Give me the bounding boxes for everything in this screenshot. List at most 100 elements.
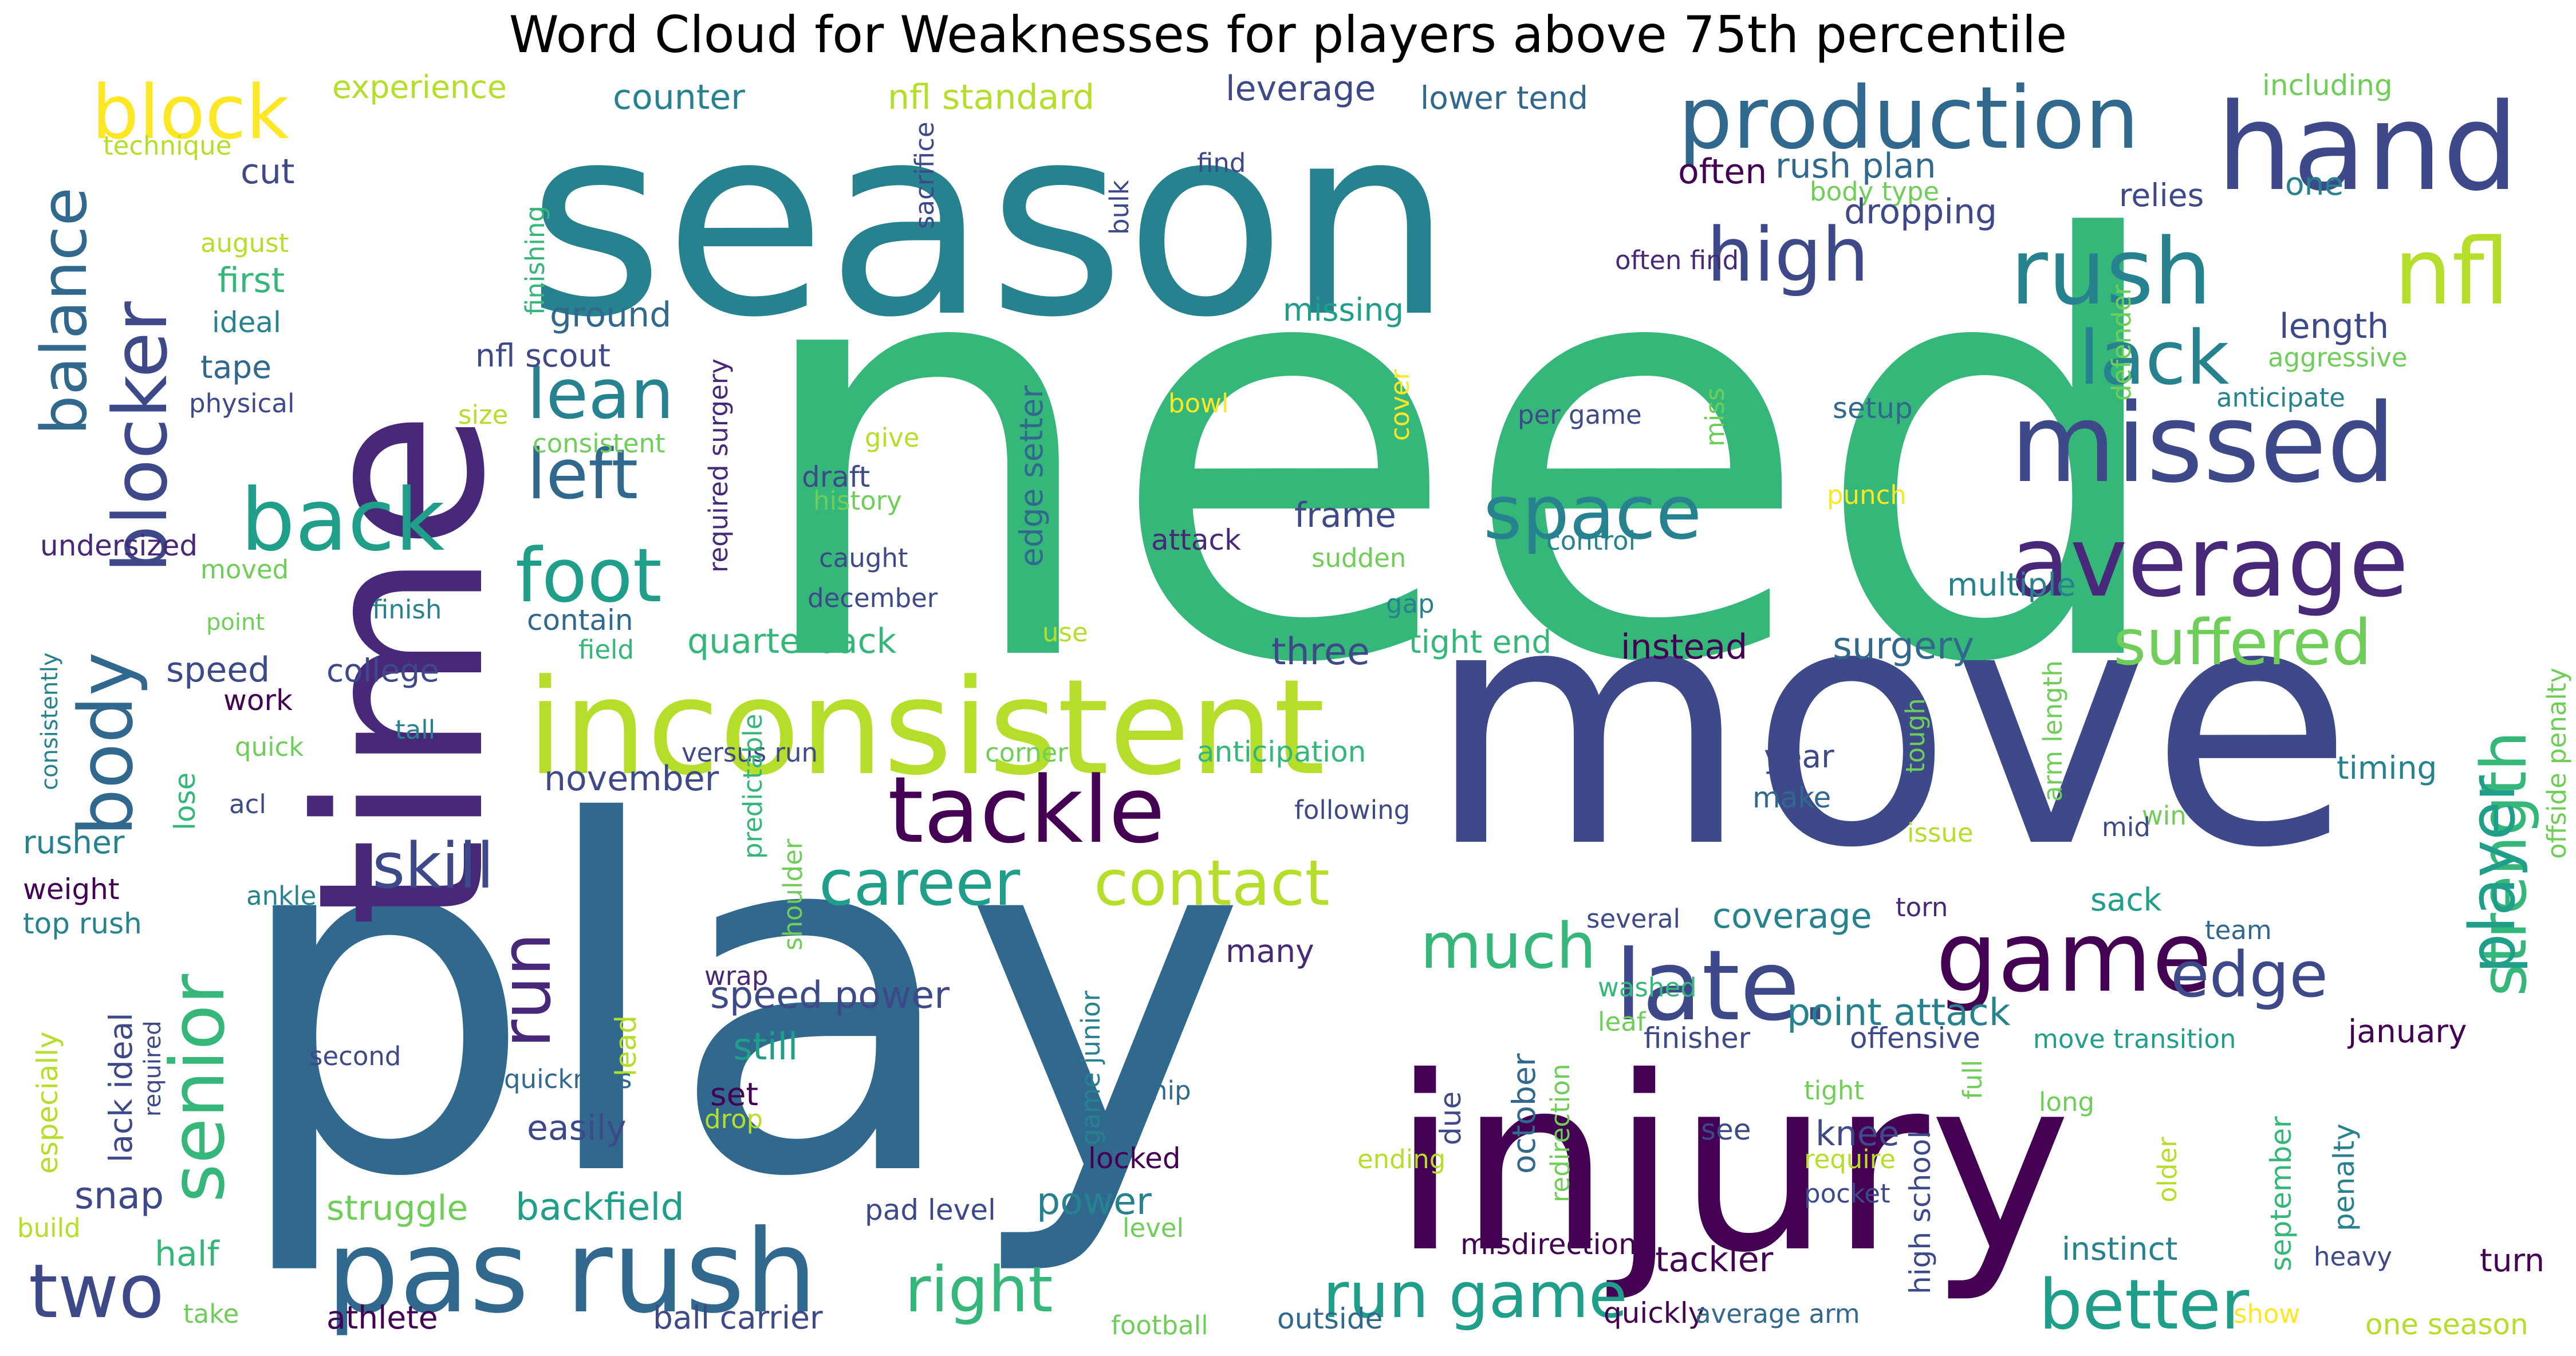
word-tight: tight [1804, 1075, 1864, 1106]
word-many: many [1226, 933, 1314, 969]
word-two: two [29, 1248, 164, 1335]
word-history: history [813, 486, 902, 516]
word-level: level [1122, 1213, 1184, 1243]
word-quick: quick [235, 732, 304, 762]
word-skill: skill [372, 829, 494, 902]
word-arm-length: arm length [2038, 660, 2068, 802]
word-high-school: high school [1904, 1131, 1937, 1294]
word-experience: experience [332, 69, 507, 105]
word-especially: especially [31, 1031, 64, 1174]
word-still: still [733, 1026, 798, 1069]
word-acl: acl [229, 789, 266, 819]
word-surgery: surgery [1833, 625, 1974, 668]
word-easily: easily [527, 1108, 627, 1148]
word-production: production [1678, 69, 2139, 168]
word-miss: miss [1700, 388, 1730, 447]
word-shoulder: shoulder [778, 838, 808, 951]
word-december: december [808, 583, 938, 613]
word-lean: lean [527, 355, 674, 435]
word-offside-penalty: offside penalty [2542, 668, 2572, 859]
word-bulk: bulk [1104, 180, 1135, 235]
word-win: win [2142, 801, 2187, 831]
word-tight-end: tight end [1409, 624, 1551, 660]
word-august: august [200, 228, 289, 258]
word-inconsistent: inconsistent [527, 652, 1325, 805]
word-average-arm: average arm [1695, 1299, 1860, 1329]
word-field: field [578, 634, 634, 665]
word-frame: frame [1294, 495, 1396, 535]
word-leverage: leverage [1226, 69, 1376, 109]
word-drop: drop [704, 1104, 763, 1134]
word-lose: lose [168, 772, 202, 830]
word-pas-rush: pas rush [326, 1205, 817, 1339]
word-versus-run: versus run [682, 738, 818, 768]
word-setup: setup [1833, 392, 1913, 425]
word-nfl-scout: nfl scout [475, 337, 610, 374]
word-right: right [905, 1253, 1053, 1326]
word-ankle: ankle [246, 881, 316, 911]
word-aggressive: aggressive [2268, 342, 2408, 373]
word-anticipate: anticipate [2216, 383, 2345, 413]
word-due: due [1434, 1091, 1467, 1145]
word-build: build [17, 1213, 81, 1243]
word-weight: weight [23, 873, 120, 906]
word-team: team [2205, 915, 2272, 945]
word-attack: attack [1151, 523, 1241, 557]
word-second: second [309, 1041, 401, 1071]
word-contain: contain [527, 604, 633, 637]
word-coverage: coverage [1712, 896, 1872, 936]
word-bowl: bowl [1168, 388, 1228, 419]
word-take: take [183, 1299, 239, 1329]
word-relies: relies [2119, 177, 2204, 214]
word-multiple: multiple [1947, 566, 2076, 603]
word-move-transition: move transition [2033, 1024, 2236, 1054]
word-late: late. [1615, 929, 1831, 1043]
word-september: september [2264, 1116, 2298, 1271]
word-run: run [487, 933, 566, 1048]
word-give: give [865, 423, 919, 453]
word-time: time [269, 410, 535, 928]
word-pad-level: pad level [865, 1193, 996, 1227]
word-ending: ending [1357, 1144, 1445, 1174]
word-misdirection: misdirection [1460, 1228, 1637, 1261]
word-ground: ground [550, 295, 671, 335]
word-edge: edge [2171, 938, 2328, 1011]
word-physical: physical [189, 388, 294, 419]
word-college: college [326, 652, 439, 689]
word-instinct: instinct [2062, 1231, 2177, 1267]
word-season: season [527, 69, 1453, 375]
word-play: play [229, 722, 1247, 1282]
word-average: average [2010, 506, 2409, 619]
word-cover: cover [1385, 369, 1415, 441]
word-undersized: undersized [40, 529, 198, 562]
word-issue: issue [1907, 818, 1974, 848]
chart-title: Word Cloud for Weaknesses for players ab… [509, 5, 2067, 64]
word-control: control [1546, 526, 1636, 556]
word-suffered: suffered [2113, 606, 2372, 679]
word-heavy: heavy [2314, 1241, 2392, 1272]
word-missing: missing [1283, 291, 1404, 328]
word-caught: caught [819, 543, 908, 573]
word-tackler: tackler [1655, 1240, 1774, 1280]
word-january: january [2347, 1013, 2467, 1050]
word-punch: punch [1827, 480, 1907, 510]
word-sack: sack [2090, 881, 2162, 918]
word-defender: defender [2106, 284, 2137, 401]
word-sacrifice: sacrifice [909, 121, 940, 229]
word-require: require [1804, 1144, 1896, 1174]
word-quarterback: quarterback [687, 621, 896, 661]
word-three: three [1271, 630, 1370, 673]
word-injury: injury [1392, 1026, 2071, 1306]
word-move: move [1426, 534, 2354, 920]
word-backfield: backfield [515, 1186, 684, 1229]
word-see: see [1701, 1113, 1751, 1146]
word-game-junior: game junior [1076, 990, 1106, 1145]
word-older: older [2152, 1137, 2183, 1203]
word-point: point [206, 609, 265, 636]
word-speed: speed [166, 650, 270, 690]
word-senior: senior [154, 973, 241, 1203]
word-offensive: offensive [1850, 1022, 1980, 1055]
word-body-type: body type [1810, 176, 1939, 207]
word-left: left [527, 435, 638, 515]
word-lead: lead [609, 1015, 643, 1077]
